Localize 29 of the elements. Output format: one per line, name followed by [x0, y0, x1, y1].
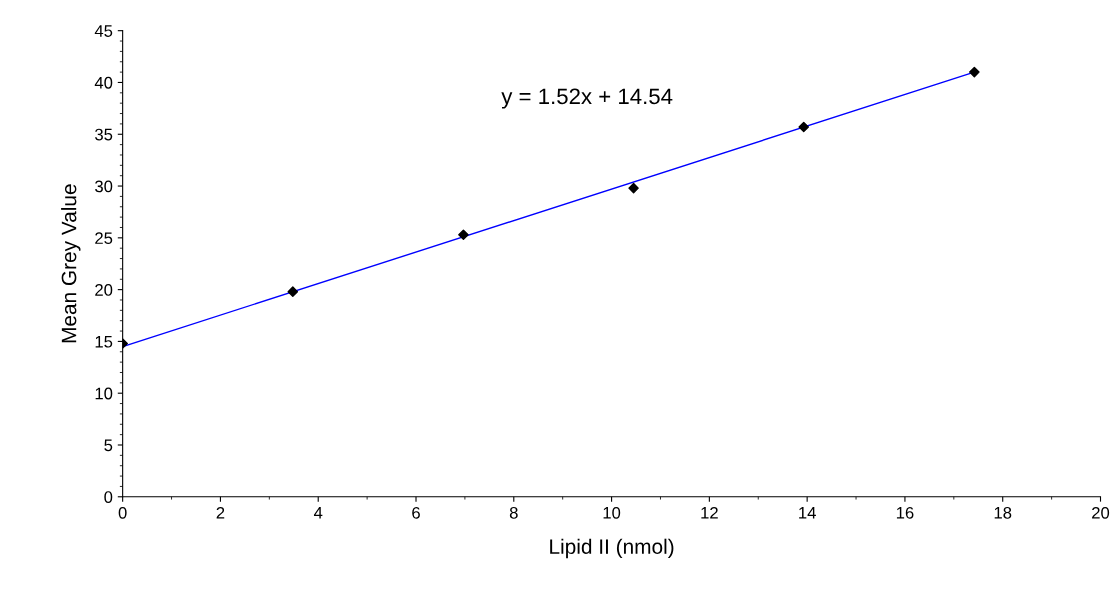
y-tick-label: 5 [104, 439, 113, 452]
y-tick-label: 35 [95, 128, 113, 141]
y-tick-label: 20 [95, 284, 113, 296]
x-tick-label: 14 [799, 507, 816, 519]
x-tick-label: 18 [994, 506, 1012, 519]
y-tick-label: 0 [104, 491, 113, 503]
annotation: y = 1.52x + 14.54 [501, 88, 673, 109]
point [628, 182, 639, 194]
point [458, 229, 469, 241]
point [798, 121, 810, 133]
x-tick-label: 10 [603, 506, 621, 519]
x-tick-label: 20 [1092, 506, 1110, 519]
y-tick-label: 45 [94, 25, 113, 37]
x-tick-label: 8 [509, 506, 518, 519]
x-tick-label: 6 [412, 506, 420, 519]
y-tick-label: 40 [94, 76, 113, 89]
y-tick-label: 10 [95, 387, 113, 400]
x-tick-label: 4 [313, 507, 323, 519]
x-tick-label: 0 [118, 506, 127, 519]
y-tick-label: 25 [95, 232, 113, 245]
x-tick-label: 2 [216, 506, 225, 519]
y-tick-label: 30 [95, 180, 113, 193]
x-axis-title: Lipid II (nmol) [550, 538, 674, 559]
x-tick-label: 12 [701, 506, 718, 519]
point [969, 66, 980, 78]
y-axis-title: Mean Grey Value [61, 184, 81, 343]
point [287, 286, 299, 297]
x-tick-label: 16 [896, 506, 914, 519]
y-tick-label: 15 [95, 335, 113, 348]
